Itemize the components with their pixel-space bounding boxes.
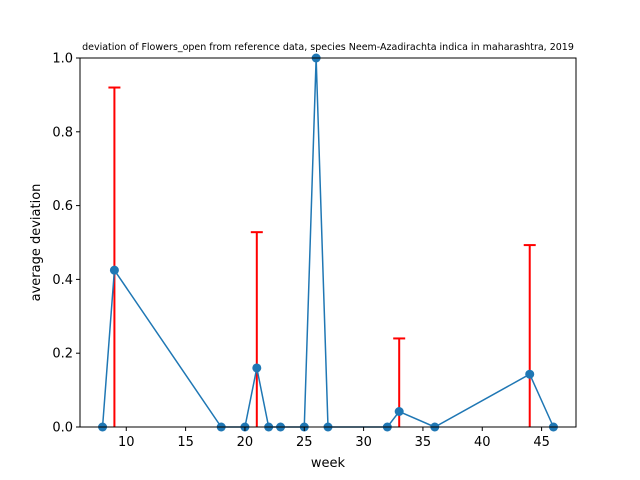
x-tick-label: 35 [415, 435, 432, 450]
y-axis-label: average deviation [29, 184, 44, 302]
errorbar [108, 86, 121, 427]
x-tick-label: 10 [118, 435, 135, 450]
series-line [101, 57, 555, 428]
data-point [394, 407, 404, 417]
x-tick-label: 45 [533, 435, 550, 450]
y-tick-label: 0.0 [52, 421, 73, 436]
data-point [109, 265, 119, 275]
series-line-group [101, 57, 555, 428]
y-tick-label: 0.6 [52, 199, 73, 214]
errorbars [108, 86, 536, 427]
x-axis-ticks: 10 15 20 25 30 35 40 45 [118, 427, 550, 450]
errorbar [250, 231, 263, 427]
y-tick-label: 0.4 [52, 273, 73, 288]
y-tick-label: 1.0 [52, 52, 73, 67]
errorbar [523, 244, 536, 427]
x-tick-label: 40 [474, 435, 491, 450]
y-axis-ticks: 0.0 0.2 0.4 0.6 0.8 1.0 [52, 52, 80, 436]
y-tick-label: 0.2 [52, 347, 73, 362]
x-tick-label: 30 [355, 435, 372, 450]
data-point [525, 369, 535, 379]
x-axis-label: week [311, 456, 346, 471]
x-tick-label: 20 [237, 435, 254, 450]
x-tick-label: 25 [296, 435, 313, 450]
y-tick-label: 0.8 [52, 125, 73, 140]
chart-title: deviation of Flowers_open from reference… [82, 42, 574, 53]
plot-frame [79, 57, 577, 428]
x-tick-label: 15 [177, 435, 194, 450]
data-points [98, 53, 558, 432]
data-point [252, 363, 262, 373]
